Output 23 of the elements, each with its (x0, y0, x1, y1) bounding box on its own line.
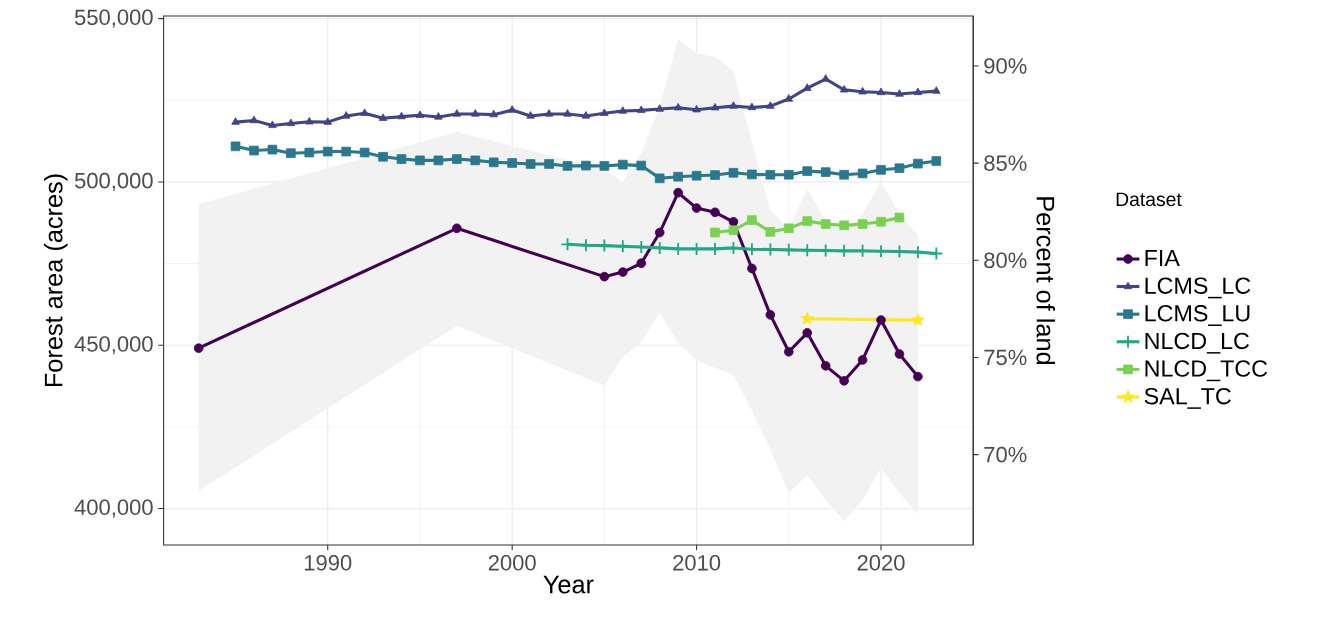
legend-label: NLCD_LC (1145, 332, 1250, 354)
legend-title: Dataset (1116, 192, 1182, 207)
y-axis-title: Forest area (acres) (43, 174, 68, 387)
y-tick-label: 400,000 (74, 499, 153, 518)
x-tick-label: 2010 (673, 555, 721, 571)
x-tick-label: 1990 (304, 555, 352, 571)
legend-label: NLCD_TCC (1145, 360, 1268, 382)
x-tick-label: 2000 (488, 555, 536, 571)
y2-tick-label: 75% (984, 349, 1027, 366)
legend-label: FIA (1145, 250, 1180, 267)
legend-label: SAL_TC (1144, 387, 1231, 409)
legend-label: LCMS_LC (1145, 277, 1251, 299)
x-tick-label: 2020 (857, 555, 905, 571)
y2-tick-label: 70% (984, 446, 1027, 463)
y2-tick-label: 80% (984, 252, 1027, 269)
y-tick-label: 550,000 (74, 9, 153, 28)
legend-label: LCMS_LU (1145, 305, 1250, 326)
y2-tick-label: 90% (984, 58, 1027, 74)
y-tick-label: 450,000 (74, 336, 153, 355)
y2-axis-title: Percent of land (1036, 197, 1056, 364)
x-axis-title: Year (543, 575, 594, 594)
y2-tick-label: 85% (984, 155, 1027, 171)
y-tick-label: 500,000 (74, 172, 153, 192)
